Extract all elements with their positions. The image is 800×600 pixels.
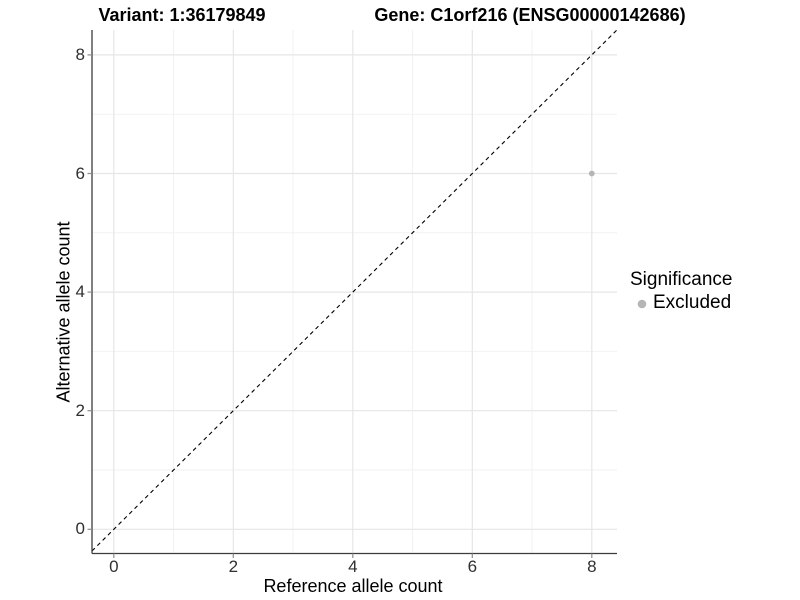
y-tick-label: 4 — [75, 282, 85, 302]
y-tick-label: 0 — [75, 519, 85, 539]
y-axis-title: Alternative allele count — [53, 221, 74, 403]
x-tick-label: 4 — [348, 557, 358, 576]
x-tick-label: 6 — [467, 557, 478, 576]
y-tick-label: 2 — [75, 400, 85, 420]
gene-title: Gene: C1orf216 (ENSG00000142686) — [374, 5, 686, 25]
x-tick-label: 0 — [109, 557, 119, 576]
data-point — [588, 170, 595, 177]
x-tick-label: 8 — [587, 557, 597, 576]
x-axis-title: Reference allele count — [263, 576, 443, 596]
y-tick-label: 8 — [75, 44, 85, 64]
legend: Significance Excluded — [630, 269, 732, 314]
legend-key-dot-icon — [637, 299, 647, 309]
x-tick-label: 2 — [228, 557, 239, 576]
legend-item: Excluded — [630, 292, 732, 314]
identity-dashed-line — [91, 29, 618, 552]
variant-title: Variant: 1:36179849 — [98, 5, 266, 25]
legend-item-label: Excluded — [653, 292, 732, 313]
y-tick-label: 6 — [75, 163, 85, 183]
legend-title: Significance — [630, 269, 733, 290]
